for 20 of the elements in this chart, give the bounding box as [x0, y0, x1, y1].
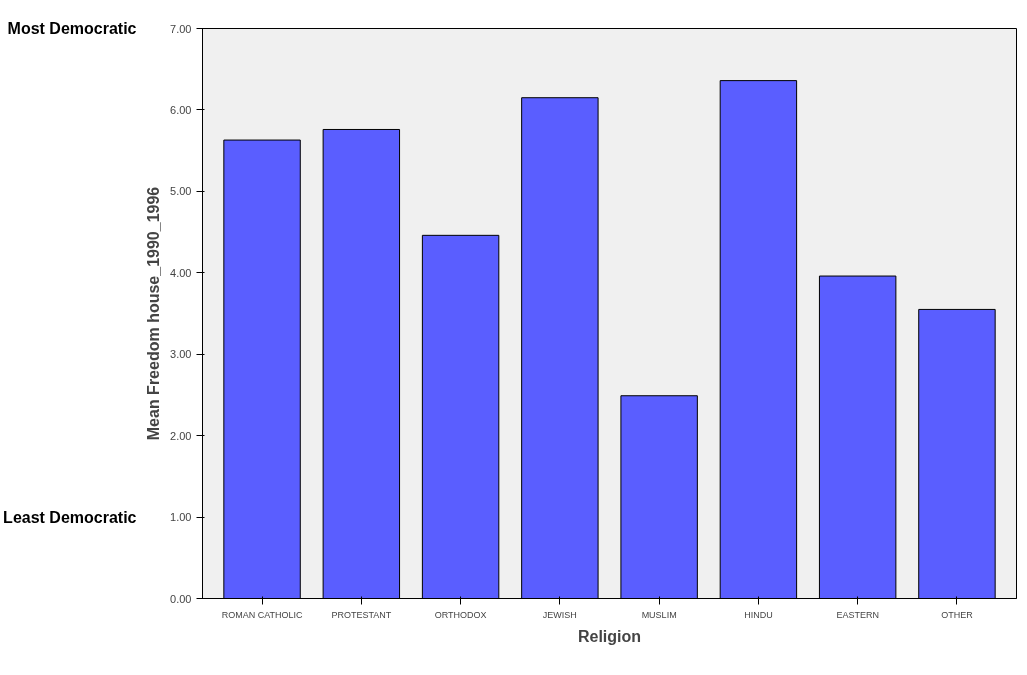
y-tick-label: 4.00 — [170, 266, 192, 279]
y-tick-label: 5.00 — [170, 185, 192, 198]
y-tick-label: 2.00 — [170, 429, 192, 442]
y-axis-title: Mean Freedom house_1990_1996 — [145, 186, 163, 441]
x-tick-label: ROMAN CATHOLIC — [221, 609, 303, 620]
y-tick-label: 3.00 — [170, 348, 192, 361]
text: Least Democratic — [3, 508, 137, 526]
y-tick-label: 7.00 — [170, 22, 192, 35]
y-tick-label: 6.00 — [170, 103, 192, 116]
x-tick-label: PROTESTANT — [331, 609, 392, 620]
x-tick-label: JEWISH — [542, 609, 577, 620]
x-tick-label: ORTHODOX — [434, 609, 487, 620]
y-tick-label: 0.00 — [170, 592, 192, 605]
x-tick-label: OTHER — [941, 609, 974, 620]
text: Most Democratic — [7, 20, 137, 37]
x-tick-label: HINDU — [744, 609, 773, 620]
x-tick-label: EASTERN — [836, 609, 879, 620]
x-axis-title: Religion — [577, 627, 642, 645]
y-tick-label: 1.00 — [170, 511, 192, 524]
x-tick-label: MUSLIM — [641, 609, 677, 620]
